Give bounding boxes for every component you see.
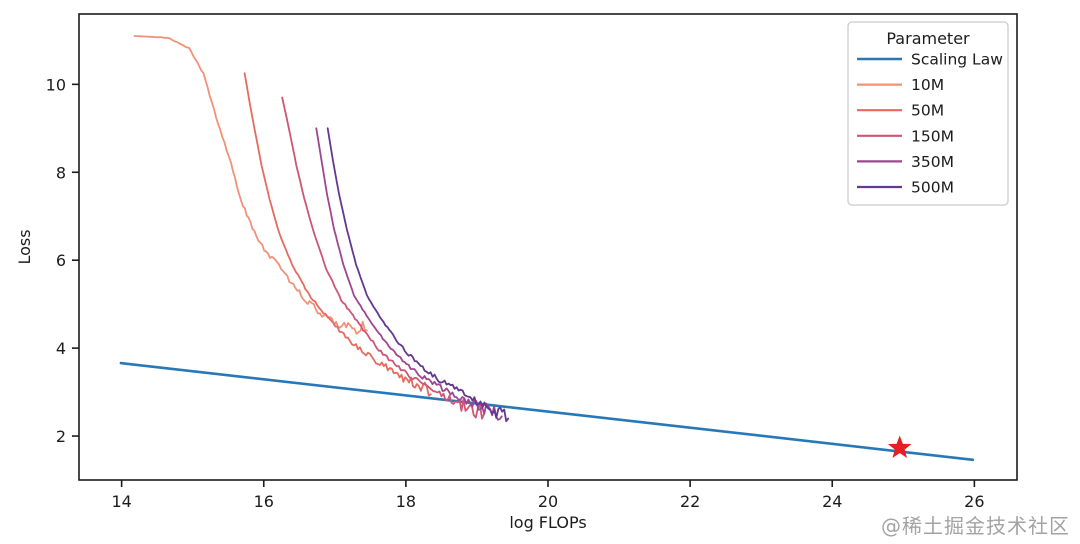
y-tick-label: 6 <box>56 251 66 270</box>
y-tick-label: 2 <box>56 427 66 446</box>
legend-label-500m: 500M <box>911 179 954 197</box>
legend: Parameter Scaling Law 10M 50M 150M 350M 500M <box>847 21 1009 206</box>
plot-frame <box>78 13 1018 481</box>
x-tick-label: 14 <box>111 492 131 511</box>
watermark: @稀土掘金技术社区 <box>881 514 1070 538</box>
x-tick-label: 24 <box>822 492 842 511</box>
legend-label-10m: 10M <box>911 76 944 94</box>
red-star-icon <box>887 435 912 458</box>
legend-label-50m: 50M <box>911 102 944 120</box>
y-tick-label: 8 <box>56 163 66 182</box>
legend-label-150m: 150M <box>911 127 954 145</box>
legend-label-350m: 350M <box>911 153 954 171</box>
x-tick-label: 20 <box>538 492 558 511</box>
marker-layer <box>887 435 912 458</box>
legend-entries: Scaling Law 10M 50M 150M 350M 500M <box>857 51 1003 197</box>
x-tick-label: 22 <box>680 492 700 511</box>
y-tick-label: 4 <box>56 339 66 358</box>
legend-label-scaling-law: Scaling Law <box>911 51 1003 69</box>
series-50m <box>243 72 432 397</box>
x-axis-label: log FLOPs <box>509 513 586 532</box>
series-layer <box>119 35 975 462</box>
series-500m <box>326 127 510 423</box>
legend-box <box>847 21 1009 206</box>
x-tick-label: 26 <box>964 492 984 511</box>
x-tick-label: 16 <box>254 492 274 511</box>
legend-title: Parameter <box>886 29 970 48</box>
series-350m <box>315 127 503 421</box>
y-tick-label: 10 <box>46 75 66 94</box>
series-10m <box>133 35 368 335</box>
series-scaling-law <box>119 361 975 462</box>
x-tick-label: 18 <box>396 492 416 511</box>
series-150m <box>281 96 485 420</box>
y-axis-label: Loss <box>15 229 34 264</box>
